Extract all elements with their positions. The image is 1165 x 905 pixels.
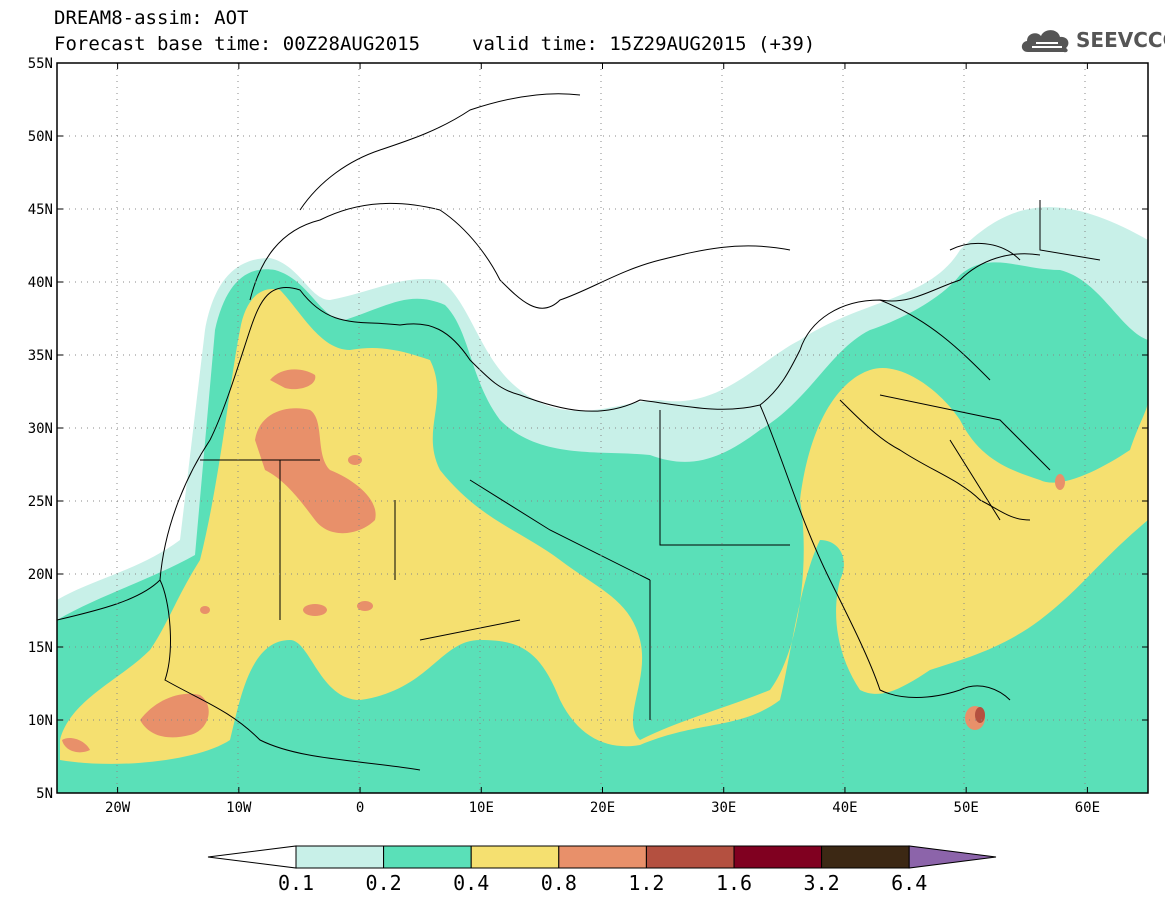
lat-tick-label: 40N	[28, 275, 53, 291]
colorbar-segment	[470, 845, 560, 869]
lon-tick-label: 0	[356, 800, 364, 816]
base-time: Forecast base time: 00Z28AUG2015	[54, 33, 421, 55]
lat-tick-label: 45N	[28, 202, 53, 218]
lat-tick-label: 55N	[28, 56, 53, 72]
colorbar-under-arrow	[207, 845, 297, 869]
colorbar-label: 0.1	[278, 871, 314, 895]
lon-tick-label: 20E	[590, 800, 615, 816]
colorbar-label: 3.2	[804, 871, 840, 895]
aot-field	[57, 63, 1148, 793]
lat-tick-label: 50N	[28, 129, 53, 145]
colorbar-segment	[733, 845, 823, 869]
longitude-axis: 20W 10W 0 10E 20E 30E 40E 50E 60E	[105, 63, 1100, 816]
colorbar-label: 1.6	[716, 871, 752, 895]
colorbar-over-arrow	[908, 845, 997, 869]
lon-tick-label: 60E	[1075, 800, 1100, 816]
colorbar: 0.1 0.2 0.4 0.8 1.2 1.6 3.2 6.4	[207, 845, 997, 895]
aot-band-1.2	[975, 707, 985, 723]
colorbar-segment	[295, 845, 385, 869]
colorbar-segment	[558, 845, 647, 869]
lat-tick-label: 35N	[28, 348, 53, 364]
lon-tick-label: 50E	[954, 800, 979, 816]
lat-tick-label: 25N	[28, 494, 53, 510]
colorbar-segment	[383, 845, 472, 869]
colorbar-label: 0.4	[453, 871, 489, 895]
valid-time: valid time: 15Z29AUG2015 (+39)	[472, 33, 816, 55]
time-info: Forecast base time: 00Z28AUG2015 valid ti…	[54, 33, 815, 55]
coastlines	[57, 93, 1101, 771]
colorbar-segment	[821, 845, 910, 869]
lat-tick-label: 30N	[28, 421, 53, 437]
colorbar-label: 1.2	[628, 871, 664, 895]
lat-tick-label: 20N	[28, 567, 53, 583]
colorbar-label: 0.8	[541, 871, 577, 895]
aot-band-0.8	[62, 369, 1065, 753]
lon-tick-label: 10E	[469, 800, 494, 816]
colorbar-label: 6.4	[891, 871, 927, 895]
lat-tick-label: 5N	[36, 786, 53, 802]
latitude-axis: 55N 50N 45N 40N 35N 30N 25N 20N 15N 10N 5N	[28, 56, 1148, 802]
colorbar-label: 0.2	[366, 871, 402, 895]
colorbar-segment	[645, 845, 735, 869]
map-title: DREAM8-assim: AOT	[54, 7, 249, 29]
lon-tick-label: 20W	[105, 800, 131, 816]
aot-band-0.4	[60, 289, 1148, 764]
lon-tick-label: 40E	[832, 800, 857, 816]
lon-tick-label: 30E	[711, 800, 736, 816]
lat-tick-label: 15N	[28, 640, 53, 656]
logo-text: SEEVCCC	[1076, 28, 1165, 52]
cloud-icon	[1021, 30, 1069, 53]
lat-tick-label: 10N	[28, 713, 53, 729]
lon-tick-label: 10W	[226, 800, 252, 816]
seevccc-logo: SEEVCCC	[1018, 22, 1165, 58]
